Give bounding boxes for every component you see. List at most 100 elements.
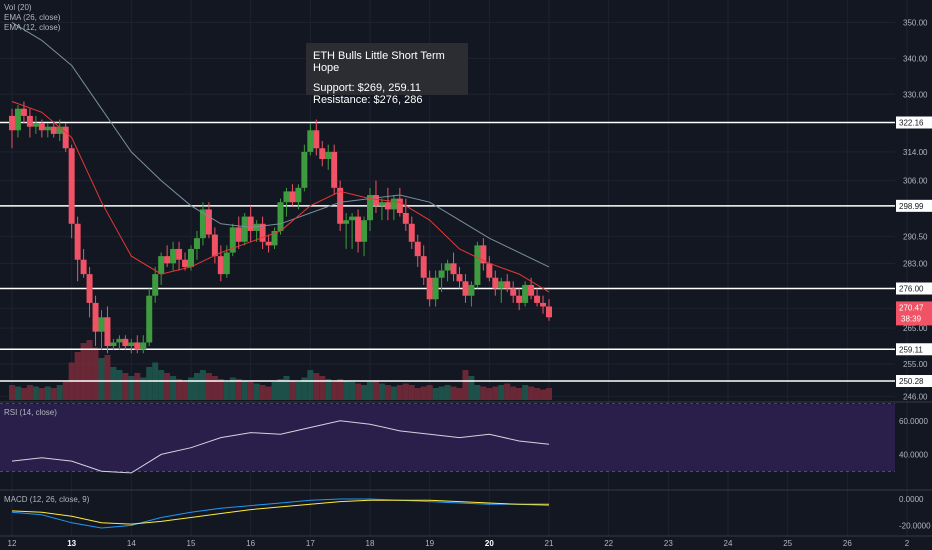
candle-body[interactable] [408,223,415,242]
candle-body[interactable] [432,277,439,300]
candle-body[interactable] [301,151,308,188]
candle-body[interactable] [32,123,39,127]
candle-body[interactable] [188,248,194,267]
candle-body[interactable] [223,252,230,275]
candle-body[interactable] [122,338,129,347]
candle-body[interactable] [522,284,529,303]
candle-body[interactable] [313,130,320,149]
candle-body[interactable] [271,230,278,246]
candle-body[interactable] [164,256,171,264]
candle-body[interactable] [56,126,63,134]
candle-body[interactable] [444,263,451,271]
candle-body[interactable] [504,281,511,289]
macd-indicator-label[interactable]: MACD (12, 26, close, 9) [4,495,90,504]
candle-body[interactable] [247,216,254,231]
candle-body[interactable] [480,245,487,264]
candle-body[interactable] [355,216,362,242]
candle-body[interactable] [516,295,523,303]
candle-body[interactable] [283,191,290,203]
candle-body[interactable] [235,227,242,242]
candle-body[interactable] [62,126,69,149]
candle-body[interactable] [50,126,57,134]
candle-body[interactable] [384,202,391,210]
candle-body[interactable] [253,223,260,231]
annotation-box[interactable]: ETH Bulls Little Short Term Hope Support… [306,43,468,106]
candle-body[interactable] [176,248,183,260]
vol-indicator-label[interactable]: Vol (20) [4,3,32,12]
candle-body[interactable] [265,241,272,246]
candle-body[interactable] [486,263,493,278]
candle-body[interactable] [402,212,409,224]
rsi-indicator-label[interactable]: RSI (14, close) [4,408,57,417]
candle-body[interactable] [134,342,141,350]
candle-body[interactable] [170,248,177,264]
time-axis[interactable]: 12 13 14 15 16 17 18 19 20 21 22 23 24 25 26 2 [8,539,910,548]
candle-body[interactable] [378,202,385,206]
candle-body[interactable] [420,256,427,278]
candle-body[interactable] [295,187,302,203]
candle-body[interactable] [343,220,350,224]
candle-body[interactable] [450,263,457,275]
candle-body[interactable] [414,241,421,257]
candle-body[interactable] [86,274,93,303]
candle-body[interactable] [38,123,45,131]
candle-body[interactable] [152,274,159,296]
candle-body[interactable] [14,108,21,131]
candle-body[interactable] [241,216,248,242]
candle-body[interactable] [98,317,105,332]
candle-body[interactable] [492,277,499,289]
horizontal-levels[interactable]: 322.16 298.99 276.00 259.11 250.28 [0,116,932,388]
candle-body[interactable] [390,198,397,210]
candle-body[interactable] [325,151,332,160]
candle-body[interactable] [92,302,99,332]
candle-body[interactable] [68,148,75,224]
candle-body[interactable] [26,115,33,127]
ema12-indicator-label[interactable]: EMA (12, close) [4,23,61,32]
candle-body[interactable] [319,148,326,160]
candle-body[interactable] [80,259,87,275]
candle-body[interactable] [20,108,27,116]
candle-body[interactable] [205,209,212,235]
candle-body[interactable] [462,281,469,296]
candle-body[interactable] [546,306,552,318]
candle-body[interactable] [289,191,296,203]
candle-body[interactable] [277,202,284,231]
candle-body[interactable] [534,295,541,303]
candle-body[interactable] [474,245,481,285]
candle-body[interactable] [140,342,147,350]
candle-body[interactable] [74,223,81,260]
candle-body[interactable] [158,256,165,275]
candle-body[interactable] [367,195,373,221]
candle-body[interactable] [396,198,403,213]
candle-body[interactable] [540,302,547,307]
candle-body[interactable] [211,234,218,257]
candle-body[interactable] [128,342,135,347]
candle-body[interactable] [116,338,123,343]
candle-body[interactable] [146,295,153,343]
candle-body[interactable] [528,284,535,296]
candle-body[interactable] [468,284,475,296]
last-price-badge[interactable] [896,301,932,326]
ema26-indicator-label[interactable]: EMA (26, close) [4,13,61,22]
candle-body[interactable] [426,277,433,300]
candle-body[interactable] [104,317,111,347]
candle-body[interactable] [44,126,51,131]
candle-body[interactable] [456,274,463,282]
price-axis[interactable]: 350.00 340.00 330.00 314.00 306.00 290.50 283.… [896,18,932,401]
candle-body[interactable] [193,238,200,249]
candle-body[interactable] [182,259,189,267]
candles[interactable] [9,101,552,354]
candle-body[interactable] [110,342,117,347]
candle-body[interactable] [331,151,338,188]
candle-body[interactable] [510,288,517,296]
candle-body[interactable] [229,227,236,253]
candle-body[interactable] [259,223,266,242]
candle-body[interactable] [217,256,224,275]
candle-body[interactable] [438,270,445,278]
candle-body[interactable] [498,281,505,289]
candle-body[interactable] [361,220,368,242]
candle-body[interactable] [9,115,15,131]
candle-body[interactable] [337,187,344,224]
candle-body[interactable] [372,195,379,206]
